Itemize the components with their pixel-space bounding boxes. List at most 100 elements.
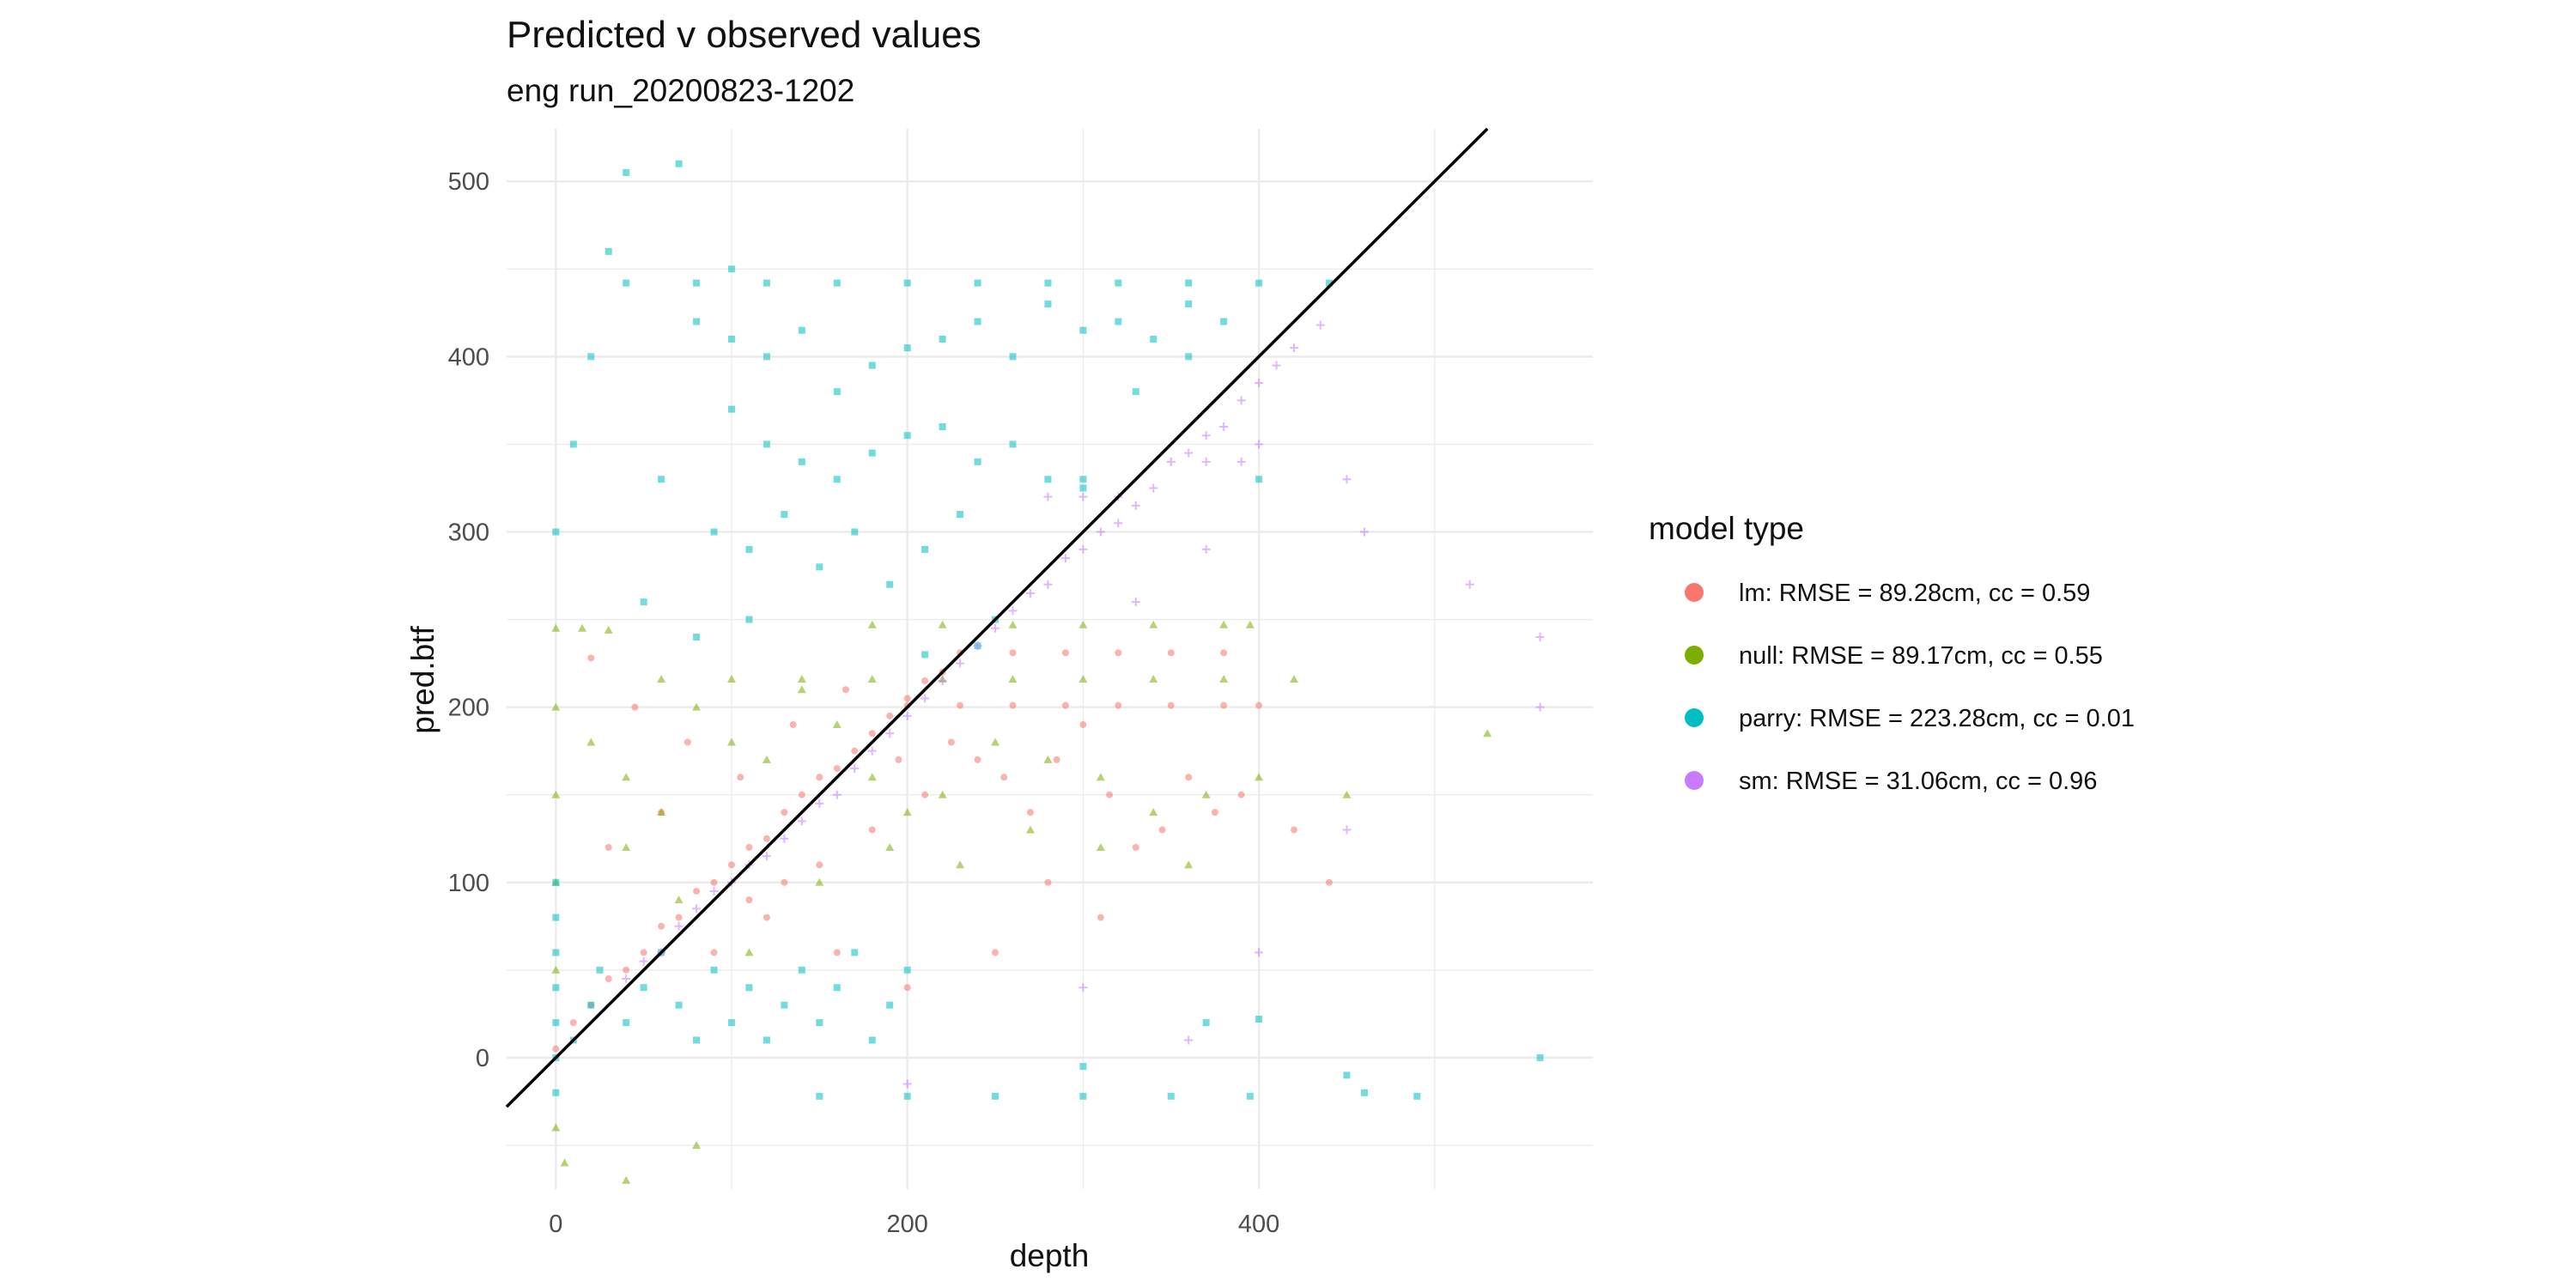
data-point: [1272, 361, 1281, 370]
data-point: [623, 966, 630, 974]
data-point: [1219, 674, 1229, 683]
legend: model type lm: RMSE = 89.28cm, cc = 0.59…: [1649, 511, 2135, 795]
data-point: [693, 279, 701, 287]
data-point: [816, 1092, 823, 1100]
x-axis-title: depth: [1010, 1238, 1090, 1273]
data-point: [1078, 983, 1088, 993]
data-point: [1483, 729, 1492, 738]
legend-key-1: [1685, 646, 1704, 665]
data-point: [710, 528, 718, 536]
data-point: [1060, 554, 1070, 563]
legend-item: null: RMSE = 89.17cm, cc = 0.55: [1685, 642, 2103, 670]
data-point: [587, 1001, 595, 1009]
data-point: [587, 353, 595, 361]
data-point: [833, 765, 841, 773]
data-point: [596, 966, 604, 974]
data-point: [1166, 457, 1176, 466]
data-point: [832, 720, 841, 729]
legend-key-2: [1685, 708, 1704, 727]
series-lm: [552, 649, 1333, 1053]
data-point: [552, 528, 560, 536]
data-point: [920, 694, 930, 703]
data-point: [1255, 948, 1264, 957]
data-points: [551, 160, 1545, 1184]
data-point: [1158, 826, 1166, 834]
data-point: [552, 878, 560, 886]
data-point: [744, 948, 754, 956]
data-point: [991, 623, 1000, 633]
data-point: [1026, 809, 1034, 817]
data-point: [710, 878, 718, 886]
data-point: [1115, 701, 1122, 709]
y-tick-label: 0: [476, 1045, 489, 1072]
data-point: [640, 949, 647, 956]
data-point: [623, 169, 630, 177]
data-point: [658, 476, 665, 483]
data-point: [1236, 396, 1246, 405]
data-point: [957, 701, 964, 709]
data-point: [1291, 826, 1298, 834]
data-point: [1149, 674, 1158, 683]
data-point: [1009, 649, 1017, 657]
data-point: [623, 279, 630, 287]
data-point: [1185, 279, 1193, 287]
data-point: [851, 528, 859, 536]
y-tick-label: 500: [448, 168, 489, 196]
data-point: [921, 545, 929, 553]
data-point: [1220, 649, 1228, 657]
data-point: [692, 904, 702, 914]
data-point: [868, 449, 876, 457]
data-point: [1044, 476, 1052, 483]
data-point: [1132, 843, 1139, 851]
data-point: [851, 747, 859, 755]
data-point: [762, 852, 771, 861]
data-point: [1149, 620, 1158, 628]
data-point: [833, 949, 841, 956]
data-point: [938, 620, 947, 628]
data-point: [1184, 860, 1194, 869]
data-point: [657, 674, 666, 683]
data-point: [674, 921, 683, 931]
data-point: [1237, 791, 1245, 798]
data-point: [895, 756, 902, 763]
data-point: [1009, 701, 1017, 709]
data-point: [868, 1036, 876, 1044]
data-point: [552, 1045, 560, 1053]
data-point: [903, 695, 911, 702]
data-point: [1536, 1053, 1544, 1061]
data-point: [886, 1001, 894, 1009]
data-point: [1535, 702, 1545, 712]
data-point: [639, 956, 648, 966]
data-point: [552, 1089, 560, 1096]
data-point: [1096, 773, 1105, 781]
data-point: [1053, 756, 1060, 763]
data-point: [868, 361, 876, 369]
data-point: [728, 1019, 736, 1027]
x-tick-label: 0: [549, 1211, 562, 1238]
data-point: [1149, 483, 1158, 493]
data-point: [1079, 476, 1087, 483]
tick-labels: 0 200 400 0 100 200 300 400 500: [448, 168, 1280, 1238]
data-point: [1255, 1015, 1263, 1023]
data-point: [605, 975, 612, 983]
data-point: [938, 677, 947, 686]
data-point: [1096, 527, 1105, 537]
data-point: [1008, 620, 1018, 628]
data-point: [551, 965, 561, 974]
data-point: [623, 1019, 630, 1027]
legend-item: sm: RMSE = 31.06cm, cc = 0.96: [1685, 768, 2097, 795]
data-point: [1097, 914, 1104, 921]
data-point: [938, 790, 947, 798]
data-point: [560, 1158, 569, 1167]
data-point: [1359, 527, 1369, 537]
data-point: [551, 702, 561, 711]
data-point: [1184, 1035, 1194, 1045]
data-point: [1044, 279, 1052, 287]
data-point: [1079, 484, 1087, 492]
data-point: [551, 790, 561, 798]
data-point: [1360, 1089, 1368, 1096]
x-tick-label: 400: [1238, 1211, 1279, 1238]
data-point: [1131, 598, 1140, 607]
data-point: [1167, 649, 1175, 657]
gridlines: [507, 129, 1593, 1189]
